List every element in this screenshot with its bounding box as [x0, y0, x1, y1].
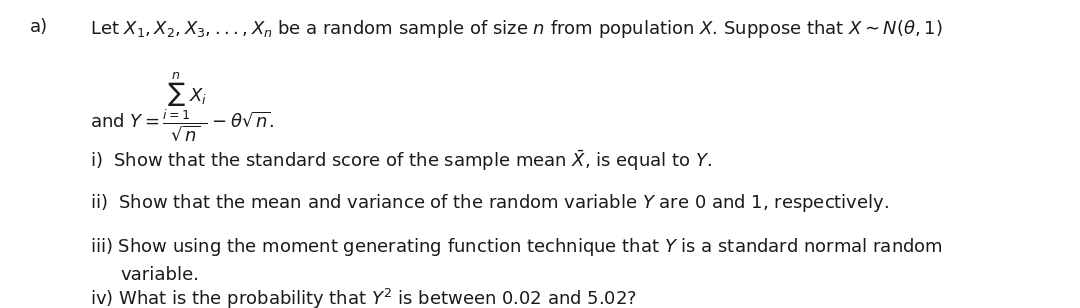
Text: iv) What is the probability that $Y^2$ is between 0.02 and 5.02?: iv) What is the probability that $Y^2$ i…: [90, 287, 637, 308]
Text: variable.: variable.: [120, 266, 199, 284]
Text: and $Y = \dfrac{\sum_{i=1}^{n} X_i}{\sqrt{n}} - \theta\sqrt{n}.$: and $Y = \dfrac{\sum_{i=1}^{n} X_i}{\sqr…: [90, 70, 274, 143]
Text: iii) Show using the moment generating function technique that $Y$ is a standard : iii) Show using the moment generating fu…: [90, 236, 943, 258]
Text: ii)  Show that the mean and variance of the random variable $Y$ are 0 and 1, res: ii) Show that the mean and variance of t…: [90, 192, 889, 214]
Text: a): a): [30, 18, 49, 36]
Text: i)  Show that the standard score of the sample mean $\bar{X}$, is equal to $Y$.: i) Show that the standard score of the s…: [90, 148, 712, 172]
Text: Let $X_1, X_2, X_3, ..., X_n$ be a random sample of size $n$ from population $X$: Let $X_1, X_2, X_3, ..., X_n$ be a rando…: [90, 18, 943, 40]
